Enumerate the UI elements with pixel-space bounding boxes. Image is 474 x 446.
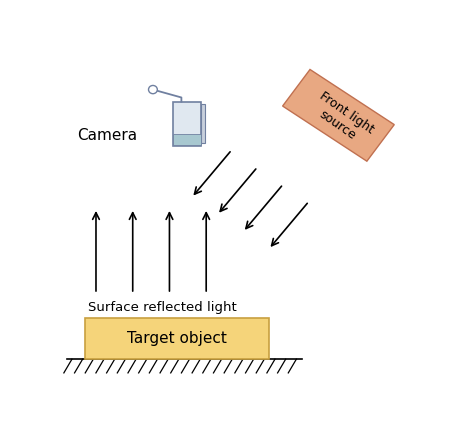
Bar <box>173 133 201 145</box>
Bar <box>201 104 205 144</box>
Text: Surface reflected light: Surface reflected light <box>88 301 237 314</box>
Circle shape <box>148 86 157 94</box>
Text: Front light
source: Front light source <box>308 89 376 149</box>
Polygon shape <box>283 70 394 161</box>
Bar <box>85 318 269 359</box>
Text: Camera: Camera <box>77 128 137 144</box>
Text: Target object: Target object <box>127 331 227 346</box>
Bar <box>173 102 201 146</box>
